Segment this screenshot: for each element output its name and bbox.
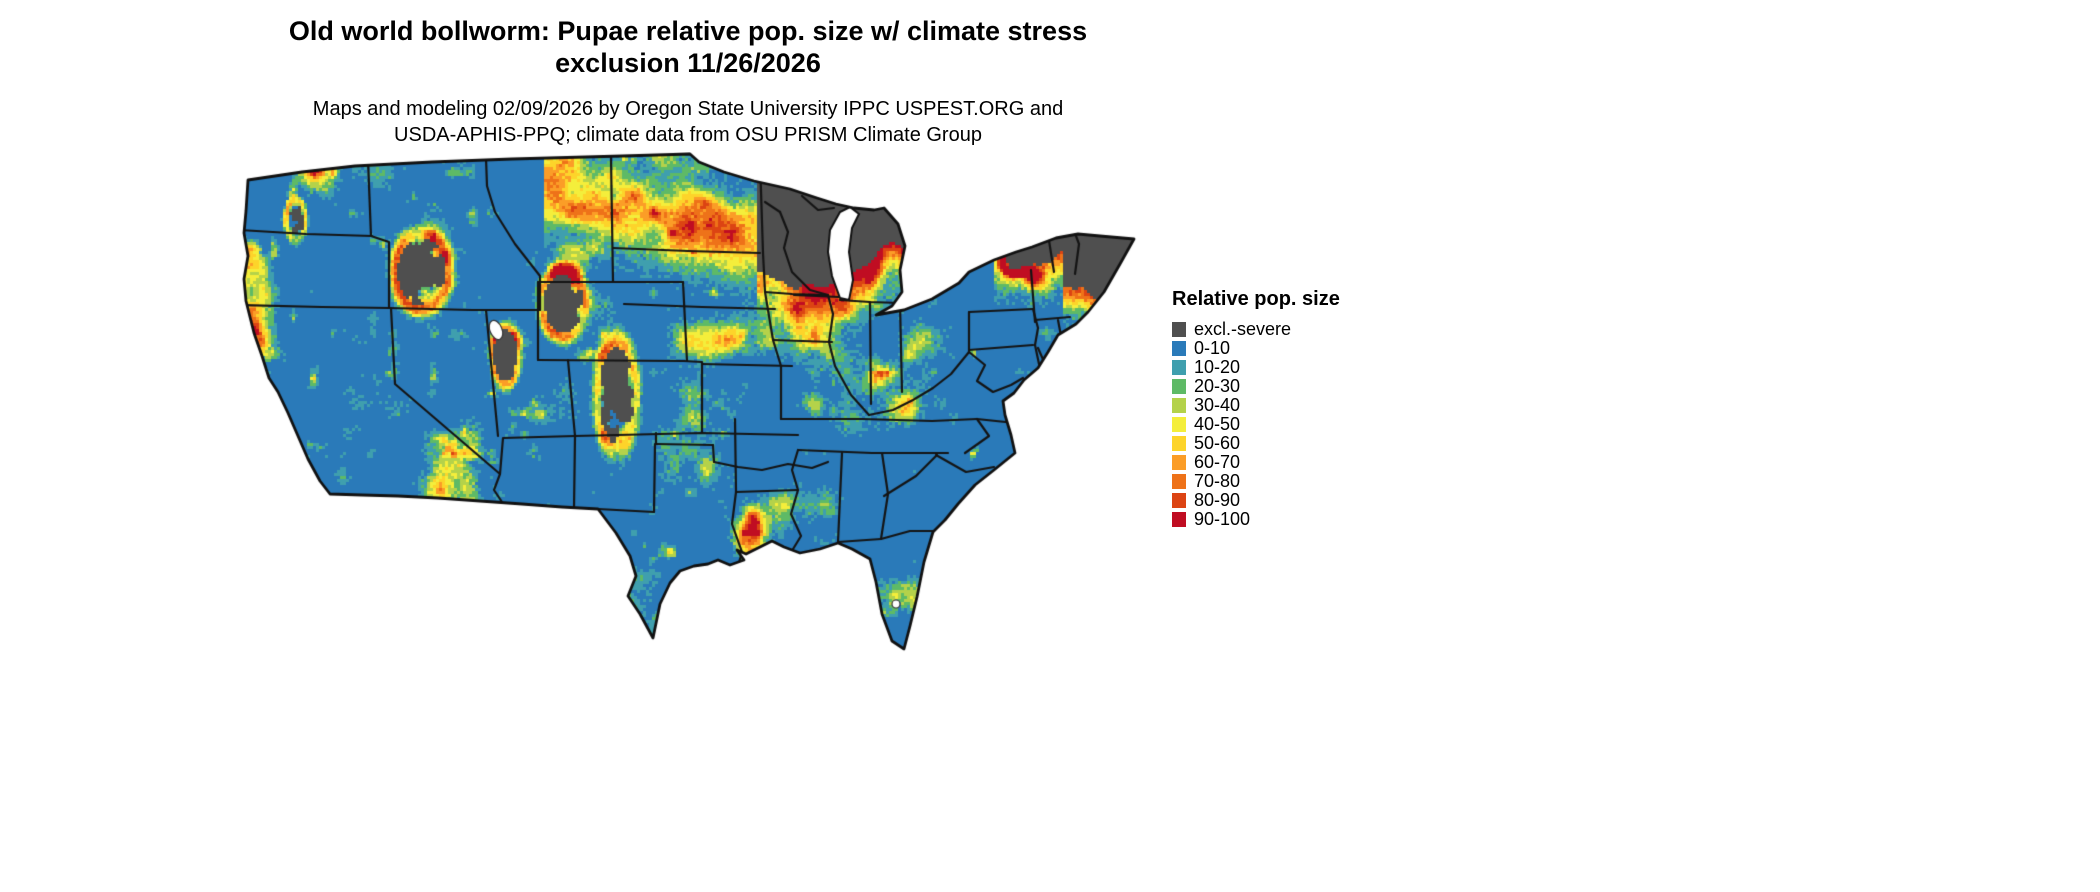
legend-swatch	[1172, 436, 1186, 451]
figure-header: Old world bollworm: Pupae relative pop. …	[188, 16, 1188, 149]
legend-swatch	[1172, 360, 1186, 375]
legend-item-label: 30-40	[1194, 395, 1241, 415]
legend-item-label: 60-70	[1194, 452, 1241, 472]
legend-item-label: 0-10	[1194, 338, 1231, 358]
legend-item-label: 90-100	[1194, 509, 1251, 529]
legend-item: 80-90	[1172, 490, 1340, 510]
legend-item-label: 10-20	[1194, 357, 1241, 377]
us-choropleth-map	[232, 152, 1142, 657]
legend-item: 10-20	[1172, 357, 1340, 377]
legend: Relative pop. size excl.-severe 0-10 10-20…	[1172, 288, 1340, 531]
legend-item: 40-50	[1172, 414, 1340, 434]
legend-item-label: 70-80	[1194, 471, 1241, 491]
legend-swatch	[1172, 417, 1186, 432]
legend-item: 0-10	[1172, 338, 1340, 358]
legend-swatch	[1172, 322, 1186, 337]
legend-item: 90-100	[1172, 509, 1340, 529]
figure-title-line-1: Old world bollworm: Pupae relative pop. …	[288, 16, 1088, 46]
legend-item: 20-30	[1172, 376, 1340, 396]
legend-item: excl.-severe	[1172, 319, 1340, 339]
legend-item-label: 50-60	[1194, 433, 1241, 453]
legend-item-label: 80-90	[1194, 490, 1241, 510]
legend-swatch	[1172, 341, 1186, 356]
legend-item: 30-40	[1172, 395, 1340, 415]
legend-swatch	[1172, 474, 1186, 489]
legend-item-label: excl.-severe	[1194, 319, 1292, 339]
figure-subtitle: Maps and modeling 02/09/2026 by Oregon S…	[188, 96, 1188, 149]
legend-swatch	[1172, 398, 1186, 413]
figure-title-line-2: exclusion 11/26/2026	[555, 47, 821, 78]
figure-subtitle-line-1: Maps and modeling 02/09/2026 by Oregon S…	[312, 97, 1064, 120]
map-area	[232, 152, 1142, 657]
legend-swatch	[1172, 379, 1186, 394]
legend-swatch	[1172, 493, 1186, 508]
legend-item: 70-80	[1172, 471, 1340, 491]
legend-title: Relative pop. size	[1172, 288, 1340, 310]
legend-swatch	[1172, 455, 1186, 470]
figure-subtitle-line-2: USDA-APHIS-PPQ; climate data from OSU PR…	[394, 124, 982, 147]
legend-item: 60-70	[1172, 452, 1340, 472]
legend-item-label: 40-50	[1194, 414, 1241, 434]
legend-item-label: 20-30	[1194, 376, 1241, 396]
legend-item: 50-60	[1172, 433, 1340, 453]
legend-swatch	[1172, 512, 1186, 527]
legend-items: excl.-severe 0-10 10-20 20-30 30-40 40-50 50-6…	[1172, 319, 1340, 529]
